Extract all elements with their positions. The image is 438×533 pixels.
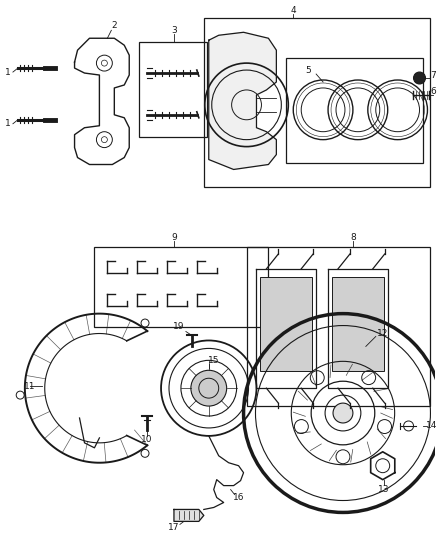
- Circle shape: [191, 370, 226, 406]
- Circle shape: [333, 403, 353, 423]
- Text: 9: 9: [171, 232, 177, 241]
- Text: 14: 14: [425, 422, 437, 431]
- Text: 16: 16: [233, 493, 244, 502]
- Polygon shape: [174, 510, 204, 521]
- Bar: [332, 277, 384, 372]
- Polygon shape: [209, 33, 276, 169]
- Text: 10: 10: [141, 435, 153, 445]
- Bar: [286, 58, 424, 163]
- Text: 15: 15: [208, 356, 219, 365]
- Text: 3: 3: [171, 26, 177, 35]
- Text: 12: 12: [377, 329, 389, 338]
- Text: 2: 2: [112, 21, 117, 30]
- Bar: [261, 277, 312, 372]
- Text: 17: 17: [168, 523, 180, 532]
- Text: 1: 1: [5, 68, 11, 77]
- Bar: [247, 247, 431, 406]
- Text: 8: 8: [350, 232, 356, 241]
- Text: 6: 6: [431, 87, 436, 96]
- Text: 1: 1: [5, 119, 11, 128]
- Circle shape: [413, 72, 425, 84]
- Text: 13: 13: [378, 485, 389, 494]
- Text: 5: 5: [305, 66, 311, 75]
- Bar: [204, 18, 431, 188]
- Bar: [95, 247, 268, 327]
- Text: 4: 4: [290, 6, 296, 15]
- Text: 7: 7: [431, 70, 436, 79]
- Text: 19: 19: [173, 322, 185, 331]
- Bar: [139, 42, 207, 136]
- Text: 11: 11: [24, 382, 35, 391]
